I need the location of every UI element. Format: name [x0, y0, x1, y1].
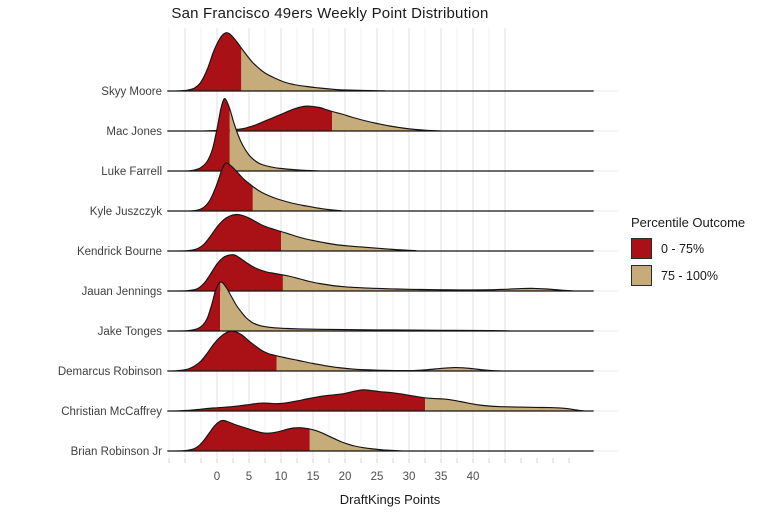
ridge-fill-low-4 — [167, 214, 281, 251]
ridge-fill-low-8 — [167, 389, 425, 411]
player-label: Kyle Juszczyk — [90, 206, 162, 218]
ridge-fill-high-2 — [229, 109, 594, 172]
legend-label: 75 - 100% — [661, 268, 718, 283]
player-label: Christian McCaffrey — [61, 406, 162, 418]
x-tick-label: 15 — [307, 471, 320, 483]
ridge-fill-low-3 — [167, 162, 253, 211]
ridge-fill-high-9 — [309, 428, 594, 452]
x-tick-label: 40 — [467, 471, 480, 483]
ridge-fill-low-1 — [167, 106, 333, 132]
ridge-fill-low-5 — [167, 254, 283, 291]
player-label: Mac Jones — [106, 126, 162, 138]
x-axis-title: DraftKings Points — [339, 492, 441, 507]
ridge-fill-high-0 — [241, 48, 594, 92]
ridge-outline-7 — [167, 330, 594, 372]
x-tick-label: 25 — [371, 471, 384, 483]
x-tick-label: 30 — [403, 471, 416, 483]
legend-label: 0 - 75% — [661, 241, 705, 256]
player-label: Brian Robinson Jr — [71, 446, 163, 458]
player-label: Demarcus Robinson — [58, 366, 162, 378]
ridge-outline-9 — [167, 419, 594, 452]
legend-item-high-percentile: 75 - 100% — [631, 265, 779, 286]
chart-title: San Francisco 49ers Weekly Point Distrib… — [171, 5, 489, 22]
ridge-outline-1 — [167, 105, 594, 132]
ridge-fill-high-1 — [332, 111, 594, 132]
ridge-outline-2 — [167, 97, 594, 172]
legend-swatch-75-100-icon — [631, 265, 652, 286]
ridge-fill-high-3 — [252, 186, 594, 212]
player-label: Jauan Jennings — [81, 286, 162, 298]
ridge-fill-high-7 — [276, 355, 594, 372]
player-label: Skyy Moore — [101, 86, 162, 98]
ridge-outline-6 — [167, 281, 594, 332]
x-tick-label: 20 — [339, 471, 352, 483]
player-label: Kendrick Bourne — [77, 246, 162, 258]
ridge-fill-low-0 — [167, 32, 242, 91]
ridge-fill-high-4 — [281, 231, 594, 252]
x-tick-label: 5 — [246, 471, 252, 483]
x-tick-label: 35 — [435, 471, 448, 483]
player-label: Jake Tonges — [98, 326, 163, 338]
x-tick-label: 10 — [275, 471, 288, 483]
x-tick-label: 0 — [214, 471, 220, 483]
legend-swatch-0-75-icon — [631, 238, 652, 259]
ridge-fill-high-5 — [282, 275, 594, 291]
ridge-outline-0 — [167, 32, 594, 92]
ridge-fill-low-9 — [167, 420, 310, 451]
legend: Percentile Outcome 0 - 75% 75 - 100% — [631, 215, 779, 292]
ridge-fill-low-2 — [167, 98, 230, 171]
legend-title: Percentile Outcome — [631, 215, 746, 230]
ridge-outline-8 — [167, 389, 594, 412]
ridge-fill-low-7 — [167, 331, 277, 371]
legend-item-low-percentile: 0 - 75% — [631, 238, 779, 259]
ridge-outline-5 — [167, 254, 594, 292]
player-label: Luke Farrell — [101, 166, 162, 178]
ridge-fill-high-6 — [220, 281, 594, 331]
ridge-outline-3 — [167, 162, 594, 212]
ridge-outline-4 — [167, 213, 594, 252]
